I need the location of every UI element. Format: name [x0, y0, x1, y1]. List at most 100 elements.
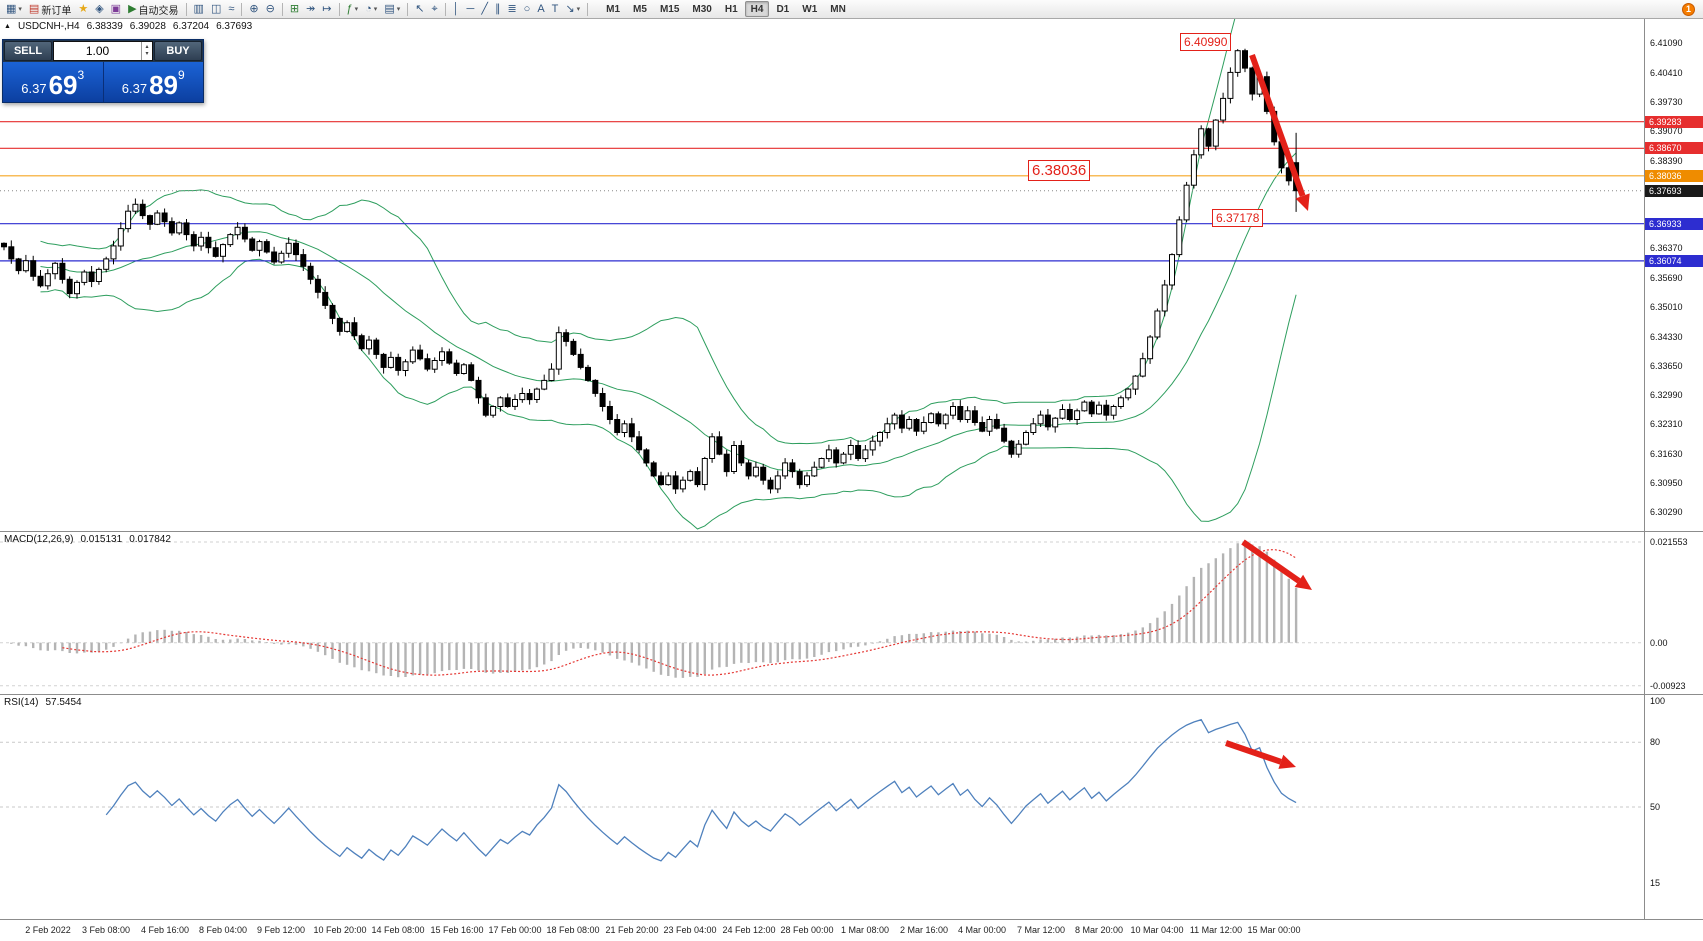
time-axis[interactable]: 2 Feb 2022 3 Feb 08:00 4 Feb 16:00 8 Feb 04… — [0, 919, 1703, 941]
macd-canvas[interactable] — [0, 532, 1644, 694]
spinner-up-icon[interactable]: ▴ — [145, 44, 149, 50]
macd-scale-label: 0.021553 — [1650, 536, 1688, 547]
timeframe-m15[interactable]: M15 — [659, 4, 680, 15]
price-tag[interactable]: 6.38036 — [1645, 169, 1703, 182]
label-button[interactable]: T — [549, 1, 562, 17]
time-axis-label: 7 Mar 12:00 — [1016, 925, 1066, 935]
new-order-icon: ▤ — [28, 3, 40, 15]
zoom-out-button[interactable]: ⊖ — [263, 1, 278, 17]
price-tick: 6.32310 — [1650, 419, 1683, 430]
zoom-in-button[interactable]: ⊕ — [246, 1, 261, 17]
volume-stepper[interactable]: ▴ ▾ — [141, 42, 152, 60]
volume-field[interactable]: 1.00 ▴ ▾ — [53, 41, 153, 61]
price-scale[interactable]: 6.41090 6.40410 6.39730 6.39070 6.38390 6.363… — [1644, 19, 1703, 531]
volume-value[interactable]: 1.00 — [85, 44, 110, 58]
rsi-scale-label: 50 — [1650, 802, 1661, 812]
ask-price[interactable]: 6.37 89 9 — [104, 62, 204, 102]
arrows-tool-button[interactable]: ↘ ▾ — [562, 1, 583, 17]
strategy-tester-icon: ▣ — [110, 3, 122, 15]
text-button[interactable]: A — [534, 1, 547, 17]
one-click-trading-widget: SELL 1.00 ▴ ▾ BUY 6.37 69 3 6.37 89 9 — [2, 39, 204, 103]
macd-signal-value: 0.017842 — [129, 534, 171, 545]
timeframe-m1[interactable]: M1 — [606, 4, 621, 15]
price-annotation[interactable]: 6.37178 — [1212, 209, 1264, 227]
time-axis-label: 23 Feb 04:00 — [663, 925, 717, 935]
auto-scroll-icon: ↠ — [306, 3, 316, 15]
time-axis-label: 28 Feb 00:00 — [780, 925, 834, 935]
time-axis-label: 8 Feb 04:00 — [198, 925, 248, 935]
time-axis-label: 9 Feb 12:00 — [256, 925, 306, 935]
market-watch-button[interactable]: ◈ — [92, 1, 106, 17]
mql5-community-button[interactable]: ★ — [75, 1, 91, 17]
cursor-button[interactable]: ↖ — [412, 1, 427, 17]
line-chart-button[interactable]: ≈ — [225, 1, 237, 17]
notification-badge[interactable]: 1 — [1682, 2, 1695, 16]
price-annotation[interactable]: 6.38036 — [1028, 160, 1091, 181]
price-tick: 6.30290 — [1650, 506, 1683, 517]
timeframe-m30[interactable]: M30 — [692, 4, 712, 15]
vertical-line-button[interactable]: │ — [450, 1, 463, 17]
price-tag[interactable]: 6.39283 — [1645, 115, 1703, 128]
price-annotation[interactable]: 6.40990 — [1180, 33, 1232, 51]
price-tag[interactable]: 6.36074 — [1645, 254, 1703, 267]
shapes-button[interactable]: ○ — [521, 1, 534, 17]
spinner-down-icon[interactable]: ▾ — [145, 51, 149, 57]
buy-button[interactable]: BUY — [154, 41, 202, 61]
auto-scroll-button[interactable]: ↠ — [303, 1, 318, 17]
price-chart-canvas[interactable] — [0, 19, 1644, 531]
new-chart-button[interactable]: ▦ ▾ — [3, 1, 25, 17]
price-tick: 6.38390 — [1650, 155, 1683, 166]
time-axis-label: 17 Feb 00:00 — [488, 925, 542, 935]
toolbar-separator — [444, 2, 446, 16]
arrows-tool-icon: ↘ — [565, 3, 575, 15]
line-chart-icon: ≈ — [228, 3, 235, 15]
new-order-button[interactable]: ▤ 新订单 — [26, 1, 74, 17]
bar-chart-button[interactable]: ▥ — [191, 1, 207, 17]
trendline-button[interactable]: ╱ — [478, 1, 491, 17]
timeframe-h1[interactable]: H1 — [724, 4, 738, 15]
macd-scale[interactable]: 0.021553 0.00 -0.00923 — [1644, 532, 1703, 694]
periods-button[interactable]: ◔ ▾ — [362, 1, 380, 17]
rsi-panel[interactable]: RSI(14) 57.5454 100 80 50 15 — [0, 694, 1703, 919]
periods-icon: ◔ — [365, 3, 372, 15]
bar-chart-icon: ▥ — [193, 3, 204, 15]
price-tick: 6.40410 — [1650, 67, 1683, 78]
candlestick-chart-button[interactable]: ◫ — [208, 1, 224, 17]
timeframe-m5[interactable]: M5 — [633, 4, 647, 15]
rsi-canvas[interactable] — [0, 695, 1644, 919]
templates-button[interactable]: ▤ ▾ — [381, 1, 403, 17]
macd-scale-label: 0.00 — [1650, 637, 1668, 648]
horizontal-line-button[interactable]: ─ — [464, 1, 478, 17]
rsi-name: RSI(14) — [4, 697, 39, 708]
templates-icon: ▤ — [384, 3, 395, 15]
price-tag[interactable]: 6.38670 — [1645, 142, 1703, 155]
price-tag[interactable]: 6.37693 — [1645, 184, 1703, 197]
market-watch-icon: ◈ — [95, 3, 104, 15]
price-tag[interactable]: 6.36933 — [1645, 217, 1703, 230]
channel-button[interactable]: ∥ — [492, 1, 504, 17]
crosshair-icon: ⌖ — [431, 3, 438, 15]
trendline-icon: ╱ — [481, 3, 488, 15]
main-chart-panel[interactable]: ▲ USDCNH-,H4 6.38339 6.39028 6.37204 6.3… — [0, 19, 1703, 531]
macd-panel[interactable]: MACD(12,26,9) 0.015131 0.017842 0.021553… — [0, 531, 1703, 694]
strategy-tester-button[interactable]: ▣ — [108, 1, 124, 17]
crosshair-button[interactable]: ⌖ — [428, 1, 440, 17]
tile-windows-icon: ⊞ — [289, 3, 300, 15]
time-axis-label: 10 Mar 04:00 — [1130, 925, 1184, 935]
timeframe-d1[interactable]: D1 — [776, 4, 790, 15]
rsi-scale[interactable]: 100 80 50 15 — [1644, 695, 1703, 919]
chart-shift-button[interactable]: ↦ — [319, 1, 334, 17]
time-axis-label: 8 Mar 20:00 — [1074, 925, 1124, 935]
bid-price[interactable]: 6.37 69 3 — [3, 62, 103, 102]
dropdown-caret-icon: ▾ — [18, 6, 22, 13]
price-tick: 6.30950 — [1650, 478, 1683, 489]
timeframe-w1[interactable]: W1 — [802, 4, 818, 15]
tile-windows-button[interactable]: ⊞ — [287, 1, 302, 17]
sell-button[interactable]: SELL — [4, 41, 52, 61]
timeframe-mn[interactable]: MN — [830, 4, 846, 15]
fibonacci-button[interactable]: ≣ — [504, 1, 519, 17]
timeframe-h4[interactable]: H4 — [744, 1, 770, 17]
autotrading-button[interactable]: ▶ 自动交易 — [125, 1, 181, 17]
indicators-button[interactable]: ƒ ▾ — [344, 1, 362, 17]
ask-small: 6.37 — [121, 81, 148, 96]
